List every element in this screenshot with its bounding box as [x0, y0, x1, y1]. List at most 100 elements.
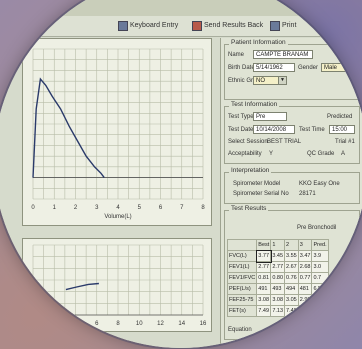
result-cell[interactable]: 0.77: [297, 272, 313, 284]
result-cell[interactable]: 3.08: [256, 294, 272, 306]
x-tick-label: 8: [201, 205, 205, 211]
send-icon: [192, 20, 202, 31]
parameter-name: FET(s): [226, 305, 258, 317]
result-cell[interactable]: 0.81: [256, 272, 272, 284]
result-cell[interactable]: 6.9: [297, 305, 313, 317]
results-header-cell: [226, 239, 258, 251]
spirometer-model-value: KKO Easy One: [299, 181, 340, 187]
result-cell[interactable]: 3.47: [297, 250, 313, 262]
result-cell[interactable]: 3.08: [270, 294, 286, 306]
result-cell[interactable]: 0.76: [284, 272, 299, 284]
parameter-name: FEF25-75: [226, 294, 258, 306]
results-header-cell: 2: [284, 239, 299, 251]
parameter-name: PEF(L/s): [226, 283, 258, 295]
x-tick-label: 2: [53, 321, 57, 327]
keyboard-entry-button[interactable]: Keyboard Entry: [118, 19, 178, 32]
result-cell[interactable]: 2.68: [297, 261, 313, 273]
interpretation-title: Interpretation: [229, 167, 272, 174]
printer-icon: [270, 20, 280, 31]
parameter-name: FEV1/FVC: [226, 272, 258, 284]
table-row: FET(s) 7.49 7.13 7.49 6.9: [226, 305, 329, 317]
gender-field[interactable]: Male: [321, 63, 355, 72]
acceptability-value: Y: [269, 151, 274, 157]
ethnic-group-label: Ethnic Grp: [228, 78, 257, 84]
result-cell[interactable]: 0.80: [270, 272, 286, 284]
qc-grade-value: A: [341, 151, 346, 157]
flow-volume-chart: 0 1 2 3 4 5 6 7 8 Volume(L): [22, 38, 212, 226]
test-info-title: Test Information: [229, 101, 280, 108]
menu-bar: [0, 0, 362, 17]
flow-volume-plot: 0 1 2 3 4 5 6 7 8 Volume(L): [31, 48, 205, 220]
keyboard-icon: [118, 20, 128, 31]
results-header-cell: Pred.: [311, 239, 329, 251]
ethnic-group-value: NO: [256, 78, 265, 84]
trial-label: Trial #1: [335, 139, 355, 145]
parameter-name: FVC(L): [226, 250, 258, 262]
result-cell[interactable]: 6.5: [311, 283, 329, 295]
test-time-field[interactable]: 15:00: [329, 125, 355, 134]
spirometer-model-label: Spirometer Model: [233, 181, 281, 187]
test-type-label: Test Type: [228, 114, 254, 120]
x-tick-label: 14: [178, 321, 185, 327]
result-cell[interactable]: 481: [297, 283, 313, 295]
birth-date-field[interactable]: 5/14/1962: [253, 63, 295, 72]
result-cell[interactable]: 2.77: [256, 261, 272, 273]
data-curve: [65, 282, 99, 291]
result-cell[interactable]: 3.05: [284, 294, 299, 306]
result-cell[interactable]: [311, 305, 329, 317]
result-cell[interactable]: 3.77: [255, 249, 272, 263]
result-cell[interactable]: 2.77: [270, 261, 286, 273]
table-row: FEF25-75 3.08 3.08 3.05 2.99 3.2: [226, 294, 329, 306]
ethnic-group-select[interactable]: NO ▼: [253, 76, 287, 85]
data-curve: [32, 77, 105, 179]
result-cell[interactable]: 7.49: [284, 305, 299, 317]
test-results-group: Test Results Pre Bronchodil Best 1 2 3 Pred.…: [224, 205, 360, 340]
test-type-field[interactable]: Pre: [253, 112, 287, 121]
result-cell[interactable]: 3.55: [284, 250, 299, 262]
result-cell[interactable]: 3.2: [311, 294, 329, 306]
result-cell[interactable]: 494: [284, 283, 299, 295]
select-session-value: BEST TRIAL: [267, 139, 302, 145]
x-tick-label: 5: [138, 205, 142, 211]
patient-info-title: Patient Information: [229, 39, 288, 46]
test-results-title: Test Results: [229, 205, 269, 212]
table-row: FVC(L) 3.77 3.45 3.55 3.47 3.9: [226, 249, 329, 263]
result-cell[interactable]: 493: [270, 283, 286, 295]
toolbar: Keyboard Entry Send Results Back Print: [0, 16, 362, 37]
results-header-row: Best 1 2 3 Pred.: [226, 239, 329, 251]
patient-info-group: Patient Information Name CAMPTE BRANAM B…: [224, 39, 360, 100]
equation-label: Equation: [228, 327, 252, 333]
result-cell[interactable]: 7.13: [270, 305, 286, 317]
result-cell[interactable]: 2.67: [284, 261, 299, 273]
result-cell[interactable]: 7.49: [256, 305, 272, 317]
table-row: FEV1/FVC 0.81 0.80 0.76 0.77 0.7: [226, 272, 329, 284]
chevron-down-icon[interactable]: ▼: [278, 77, 286, 84]
result-cell[interactable]: 3.0: [311, 261, 329, 273]
result-cell[interactable]: 3.9: [311, 250, 329, 262]
details-panel: Patient Information Name CAMPTE BRANAM B…: [220, 38, 362, 348]
name-field[interactable]: CAMPTE BRANAM: [253, 50, 313, 59]
x-tick-label: 1: [53, 205, 57, 211]
result-cell[interactable]: 0.7: [311, 272, 329, 284]
name-label: Name: [228, 52, 245, 58]
result-cell[interactable]: 2.99: [297, 294, 313, 306]
spirometer-serial-label: Spirometer Serial No: [233, 191, 289, 197]
test-date-field[interactable]: 10/14/2008: [253, 125, 295, 134]
results-header-cell: 1: [270, 239, 286, 251]
x-tick-label: 2: [74, 205, 78, 211]
x-tick-label: 8: [116, 321, 120, 327]
volume-time-chart: 0 2 4 6 8 10 12 14 16: [22, 238, 212, 332]
x-tick-label: 6: [159, 205, 163, 211]
birth-date-label: Birth Date: [228, 65, 255, 71]
result-cell[interactable]: 491: [256, 283, 272, 295]
x-tick-label: 10: [136, 321, 143, 327]
interpretation-group: Interpretation Spirometer Model KKO Easy…: [224, 167, 360, 204]
send-results-button[interactable]: Send Results Back: [192, 19, 263, 32]
results-header-cell: 3: [297, 239, 313, 251]
result-cell[interactable]: 3.45: [270, 250, 286, 262]
x-tick-label: 4: [116, 205, 120, 211]
x-tick-label: 4: [74, 321, 78, 327]
print-button[interactable]: Print: [270, 19, 296, 32]
